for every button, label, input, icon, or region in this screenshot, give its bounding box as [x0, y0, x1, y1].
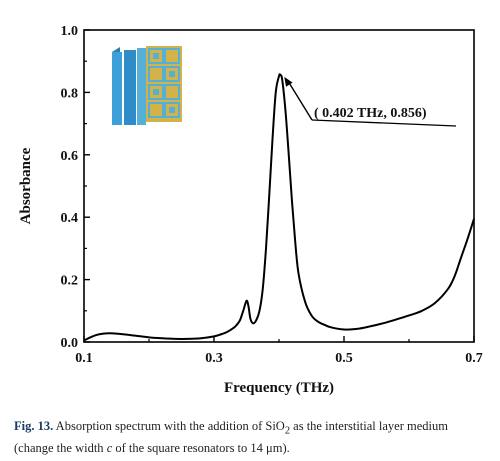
x-tick-label: 0.1: [75, 351, 93, 366]
caption-text: Absorption spectrum with the addition of…: [55, 419, 285, 433]
resonator-core: [153, 53, 159, 59]
annotation: ( 0.402 THz, 0.856): [284, 76, 457, 127]
square-resonator: [148, 48, 164, 64]
substrate-layer: [124, 50, 136, 125]
metamaterial-structure-icon: [112, 46, 182, 125]
caption-italic: c: [106, 440, 113, 455]
annotation-arrow-line: [286, 79, 313, 121]
x-axis-title: Frequency (THz): [224, 380, 334, 396]
caption-text: as the interstitial layer medium (change…: [14, 419, 448, 455]
caption-label: Fig. 13.: [14, 419, 54, 433]
absorbance-line: [83, 73, 475, 342]
annotation-arrowhead: [284, 76, 293, 87]
y-tick-label: 0.0: [61, 336, 79, 351]
square-resonator: [164, 48, 180, 64]
caption-subscript: 2: [284, 425, 291, 437]
series: [83, 73, 475, 342]
absorption-chart: 0.1 0.3 0.5 0.7 0.0 0.2 0.4 0.6 0.8 1.0 Frequency …: [18, 24, 483, 396]
x-tick-label: 0.3: [205, 351, 223, 366]
annotation-label: ( 0.402 THz, 0.856): [314, 106, 427, 121]
substrate-layer: [112, 52, 122, 125]
y-axis-title: Absorbance: [18, 147, 34, 224]
y-tick-label: 0.2: [61, 274, 79, 289]
square-resonator: [148, 66, 164, 82]
x-tick-label: 0.7: [465, 351, 483, 366]
substrate-layer: [137, 48, 146, 125]
square-resonator: [164, 102, 180, 118]
resonator-core: [169, 71, 175, 77]
y-tick-label: 0.6: [61, 149, 79, 164]
x-tick-label: 0.5: [335, 351, 353, 366]
y-tick-label: 0.4: [61, 211, 79, 226]
axes: 0.1 0.3 0.5 0.7 0.0 0.2 0.4 0.6 0.8 1.0 Frequency …: [18, 24, 483, 396]
square-resonator: [148, 84, 164, 100]
figure-caption: Fig. 13. Absorption spectrum with the ad…: [14, 418, 490, 456]
square-resonator: [148, 102, 164, 118]
y-tick-label: 1.0: [61, 24, 79, 39]
square-resonator: [164, 66, 180, 82]
caption-text: of the square resonators to 14 μm).: [112, 440, 290, 455]
y-tick-label: 0.8: [61, 86, 79, 101]
square-resonator: [164, 84, 180, 100]
resonator-core: [169, 107, 175, 113]
annotation-underline: [311, 119, 457, 127]
resonator-core: [153, 89, 159, 95]
